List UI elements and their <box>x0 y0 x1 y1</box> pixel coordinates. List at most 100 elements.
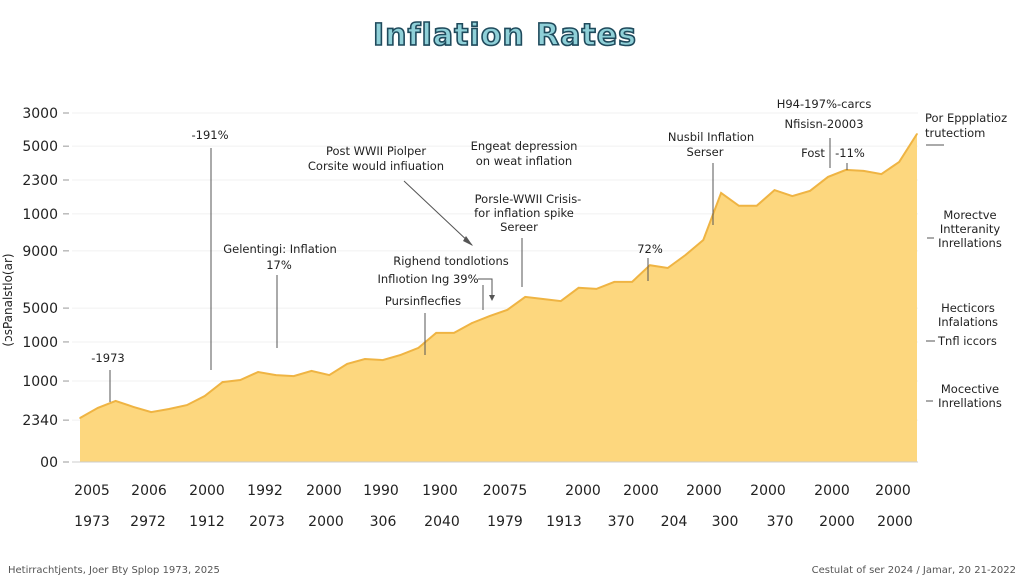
data-point <box>898 161 900 163</box>
x-tick-label: 2000 <box>565 483 601 499</box>
data-point <box>275 374 277 376</box>
x-tick-label: 300 <box>712 514 739 530</box>
data-point <box>346 363 348 365</box>
y-tick-label: 2340 <box>22 413 58 429</box>
data-point <box>595 288 598 290</box>
x-tick-label: 2000 <box>750 483 786 499</box>
data-point <box>862 170 865 172</box>
data-point <box>364 358 366 360</box>
data-point <box>773 189 776 191</box>
data-point <box>97 407 99 409</box>
data-point <box>186 404 188 406</box>
data-point <box>809 190 811 192</box>
data-point <box>631 281 633 283</box>
data-point <box>684 254 687 256</box>
legend-item: Mocective Inrellations <box>926 382 1002 410</box>
data-point <box>399 354 402 356</box>
annotation-label: Post WWII Piolper <box>326 144 426 158</box>
data-point <box>524 296 527 298</box>
data-point <box>791 195 794 197</box>
annotation-label: Porsle-WWII Crisis- <box>475 192 582 206</box>
x-tick-label: 1990 <box>363 483 399 499</box>
x-tick-label: 2000 <box>814 483 850 499</box>
x-tick-label: 1912 <box>189 514 225 530</box>
x-tick-label: 1973 <box>74 514 110 530</box>
annotation-label: Sereer <box>500 220 538 234</box>
data-point <box>613 281 616 283</box>
data-point <box>506 309 509 311</box>
x-tick-label: 204 <box>661 514 688 530</box>
data-point <box>720 192 722 194</box>
annotation-label: -191% <box>191 128 228 142</box>
data-point <box>488 315 491 317</box>
data-point <box>916 133 918 135</box>
y-tick-label: 1000 <box>22 374 58 390</box>
data-point <box>755 205 758 207</box>
x-tick-label: 1913 <box>546 514 582 530</box>
annotations: -191% -1973 Gelentingi: Inflation 17% Po… <box>91 97 871 402</box>
data-point <box>292 375 295 377</box>
y-tick-label: 5000 <box>22 139 58 155</box>
annotation-label: 72% <box>637 242 663 256</box>
annotation-label: Nusbil Inflation <box>668 130 754 144</box>
y-tick-label: 1000 <box>22 335 58 351</box>
annotation-label: H94-197%-carcs <box>777 97 872 111</box>
annotation-label: Righend tondlotions <box>393 254 508 268</box>
data-point <box>435 332 437 334</box>
data-point <box>381 359 384 361</box>
data-point <box>649 264 651 266</box>
legend-item: Por Eppplatioz trutectiom <box>925 111 1007 146</box>
annotation-label: Serser <box>687 145 724 159</box>
data-point <box>560 300 562 302</box>
legend-label: Intteranity <box>940 222 1001 236</box>
x-tick-label: 370 <box>767 514 794 530</box>
x-tick-label: 2972 <box>130 514 166 530</box>
x-tick-label: 306 <box>370 514 397 530</box>
y-tick-label: 5000 <box>22 301 58 317</box>
data-point <box>666 267 669 269</box>
arrowhead-icon <box>463 236 473 246</box>
x-tick-label: 2000 <box>306 483 342 499</box>
data-point <box>577 287 580 289</box>
legend-label: Por Eppplatioz <box>925 111 1007 125</box>
x-tick-label: 2000 <box>877 514 913 530</box>
x-tick-label: 2000 <box>623 483 659 499</box>
data-point <box>542 298 544 300</box>
data-point <box>827 176 829 178</box>
data-point <box>79 417 81 419</box>
legend-label: Morectve <box>943 208 996 222</box>
footer-source: Hetirrachtjents, Joer Bty Splop 1973, 20… <box>8 565 220 576</box>
data-point <box>880 173 883 175</box>
annotation-arrow <box>478 278 493 296</box>
annotation-label: Corsite would infiuation <box>308 159 444 173</box>
x-tick-label: 2000 <box>819 514 855 530</box>
x-tick-label: 2000 <box>189 483 225 499</box>
data-point <box>844 169 847 171</box>
annotation-label: Nfisisn-20003 <box>784 117 863 131</box>
legend-label: Hecticors <box>941 301 995 315</box>
data-point <box>328 374 331 376</box>
x-tick-label: 1992 <box>247 483 283 499</box>
x-tick-label: 1979 <box>487 514 523 530</box>
x-axis: 2005 2006 2000 1992 2000 1990 1900 20075 2000 200… <box>74 483 913 530</box>
y-axis: 3000 5000 2300 1000 9000 5000 1000 1000 2340 00 <box>22 106 69 471</box>
annotation-label: Inflıotion Ing 39% <box>377 272 478 286</box>
arrowhead-icon <box>489 295 495 301</box>
legend-label: Mocective <box>941 382 999 396</box>
legend-label: Inrellations <box>938 396 1002 410</box>
annotation-label: Pursinflecfies <box>385 294 461 308</box>
data-point <box>203 395 206 397</box>
chart-title: Inflation Rates <box>373 18 637 53</box>
legend-label: Inrellations <box>938 236 1002 250</box>
y-tick-label: 3000 <box>22 106 58 122</box>
legend-item: Morectve Intteranity Inrellations <box>927 208 1002 250</box>
data-point <box>239 379 242 381</box>
series-line <box>79 133 918 419</box>
data-point <box>150 411 153 413</box>
x-tick-label: 2000 <box>686 483 722 499</box>
annotation-label: Gelentingi: Inflation <box>223 242 337 256</box>
annotation-label: on weat inflation <box>476 154 572 168</box>
x-tick-label: 1900 <box>422 483 458 499</box>
data-point <box>310 370 313 372</box>
data-point <box>221 381 224 383</box>
